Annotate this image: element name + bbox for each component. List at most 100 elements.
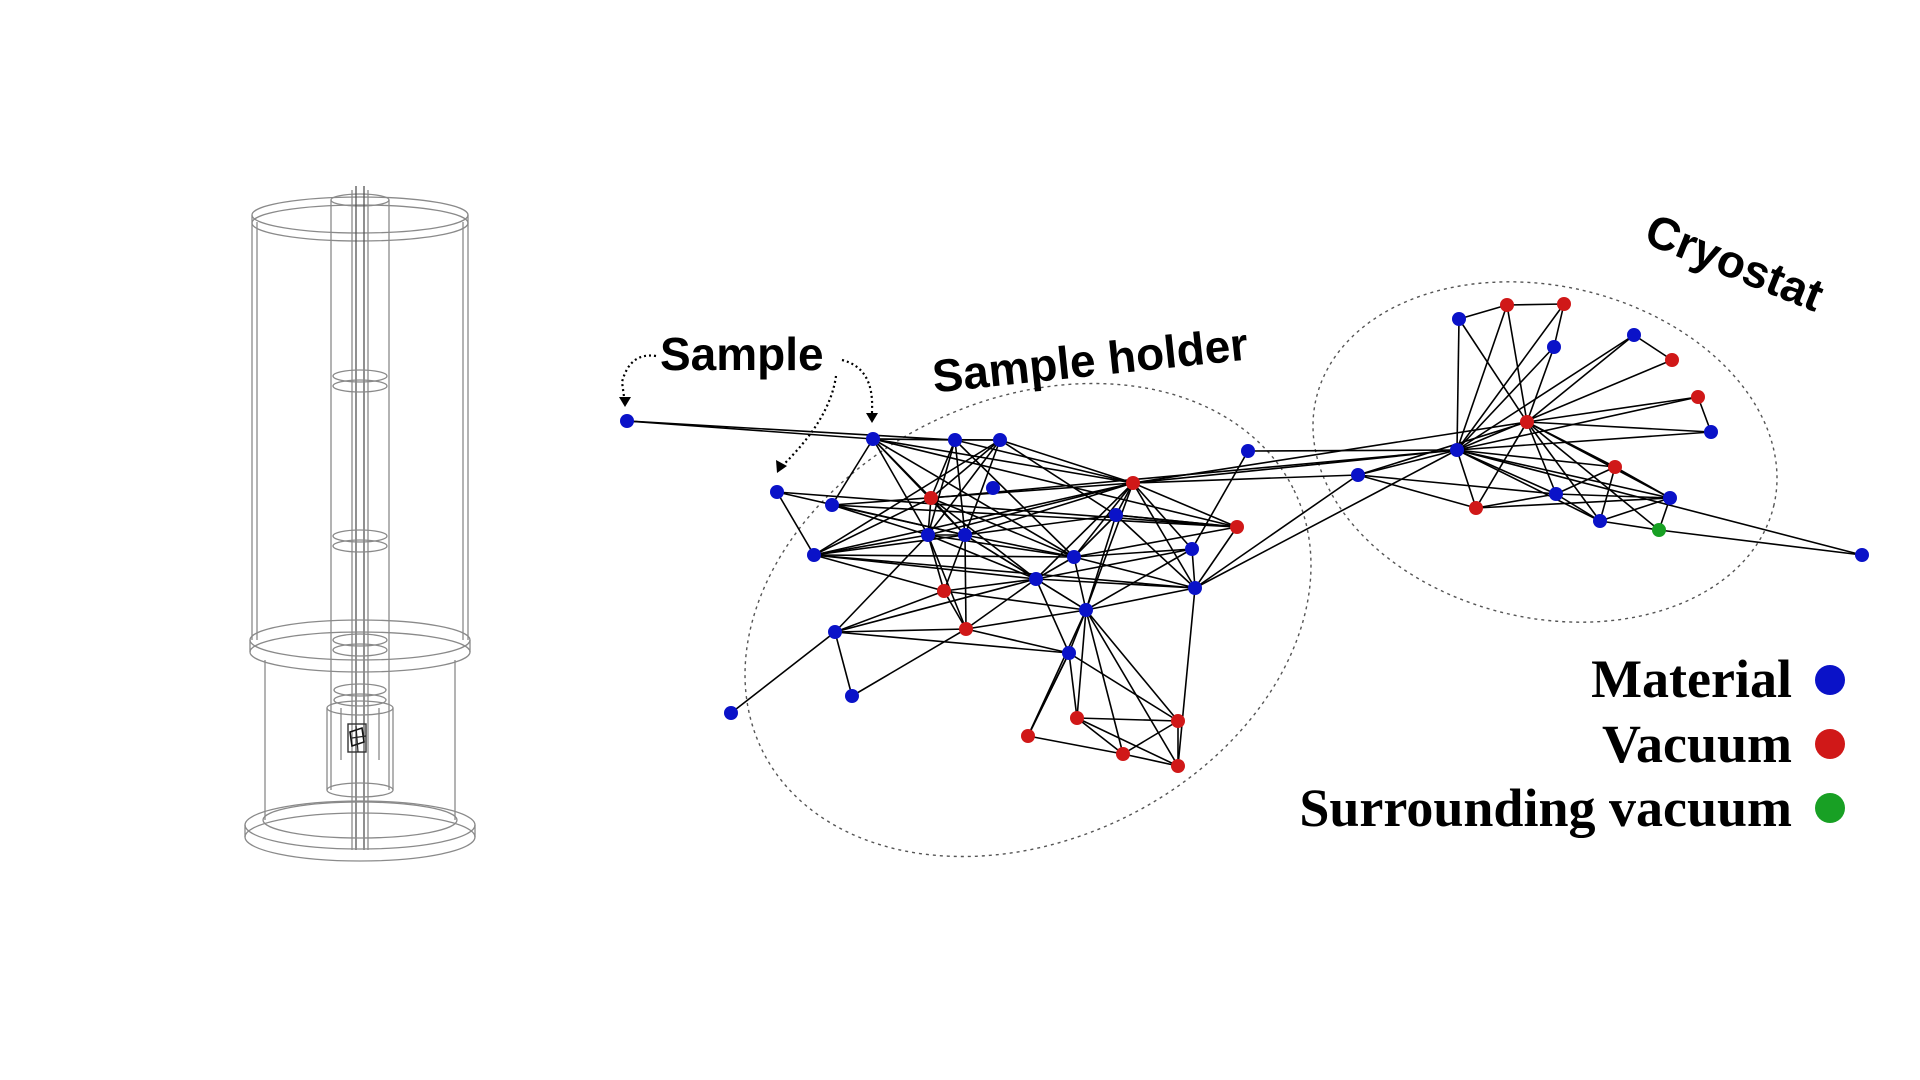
graph-edge	[1027, 652, 1070, 737]
graph-node-material	[845, 689, 859, 703]
graph-edge	[999, 439, 1117, 516]
sample-detail-icon	[347, 723, 367, 753]
graph-edge	[1035, 482, 1134, 580]
graph-edge	[626, 420, 874, 440]
graph-edge	[813, 554, 1196, 589]
graph-edge	[1526, 346, 1555, 423]
graph-edge	[1085, 609, 1124, 755]
graph-edge	[1073, 556, 1087, 611]
graph-edge	[831, 504, 929, 536]
graph-edge	[964, 482, 1134, 536]
graph-edge	[626, 420, 956, 441]
graph-edge	[943, 534, 966, 592]
graph-edge	[1132, 482, 1238, 528]
graph-edge	[1555, 466, 1616, 495]
graph-node-material	[948, 433, 962, 447]
graph-node-material	[1547, 340, 1561, 354]
graph-edge	[813, 554, 945, 592]
graph-edge	[1035, 548, 1193, 580]
graph-edge	[831, 504, 966, 536]
legend: Material Vacuum Surrounding vacuum	[1299, 649, 1845, 838]
graph-node-material	[1241, 444, 1255, 458]
graph-edge	[1073, 526, 1238, 558]
graph-node-material	[1627, 328, 1641, 342]
graph-edge	[1456, 449, 1671, 499]
legend-surrounding-vacuum-swatch	[1815, 793, 1845, 823]
graph-edge	[1073, 548, 1193, 558]
graph-edge	[1076, 717, 1179, 722]
graph-edge	[1526, 421, 1660, 531]
graph-node-vacuum	[1520, 415, 1534, 429]
graph-edge	[813, 534, 966, 556]
graph-edge	[1194, 526, 1238, 589]
graph-edge	[943, 578, 1037, 592]
graph-node-vacuum	[1021, 729, 1035, 743]
graph-node-material	[620, 414, 634, 428]
graph-edge	[1456, 346, 1555, 451]
graph-edge	[1614, 466, 1671, 499]
sample-holder-label: Sample holder	[930, 318, 1251, 403]
graph-edge	[1526, 396, 1699, 423]
graph-edge	[1122, 753, 1179, 767]
graph-edge	[1357, 474, 1477, 509]
graph-edge	[1076, 609, 1087, 719]
graph-edge	[1191, 450, 1249, 550]
graph-edge	[776, 491, 815, 556]
graph-node-material	[1452, 312, 1466, 326]
graph-edge	[1085, 482, 1134, 611]
graph-node-material	[866, 432, 880, 446]
graph-edge	[872, 438, 1075, 558]
graph-edge	[965, 578, 1037, 630]
graph-edge	[927, 439, 1001, 536]
graph-edge	[813, 482, 1134, 556]
graph-edge	[1194, 449, 1458, 589]
graph-edge	[813, 497, 932, 556]
graph-edge	[1458, 318, 1528, 423]
graph-node-material	[1704, 425, 1718, 439]
graph-node-material	[958, 528, 972, 542]
graph-node-material	[1549, 487, 1563, 501]
graph-edge	[813, 439, 1001, 556]
graph-edge	[1526, 421, 1712, 433]
graph-edge	[1526, 334, 1635, 423]
graph-edge	[1506, 304, 1528, 423]
graph-edge	[1073, 556, 1196, 589]
sample-label: Sample	[660, 328, 824, 380]
graph-edge	[776, 491, 1238, 528]
cryostat-region	[1312, 281, 1778, 623]
graph-edge	[1553, 303, 1565, 348]
cryostat-wireframe-illustration	[244, 186, 476, 862]
graph-edge	[1599, 466, 1616, 522]
graph-edge	[1555, 493, 1671, 499]
graph-edge	[1456, 396, 1699, 451]
graph-edge	[927, 534, 1075, 558]
graph-node-material	[1188, 581, 1202, 595]
graph-edge	[943, 590, 967, 630]
graph-node-material	[1593, 514, 1607, 528]
legend-vacuum-label: Vacuum	[1602, 714, 1792, 774]
graph-edge	[1456, 449, 1863, 556]
graph-edge	[930, 497, 966, 536]
graph-node-vacuum	[1557, 297, 1571, 311]
graph-edge	[1194, 474, 1359, 589]
graph-edge	[1555, 493, 1601, 522]
graph-node-material	[825, 498, 839, 512]
graph-edge	[1035, 578, 1087, 611]
graph-edge	[1456, 334, 1635, 451]
graph-node-vacuum	[1126, 476, 1140, 490]
graph-edge	[1456, 359, 1673, 451]
graph-edge	[1122, 720, 1179, 755]
graph-edge	[1526, 421, 1557, 495]
graph-node-vacuum	[1230, 520, 1244, 534]
graph-edge	[1132, 474, 1359, 484]
graph-edge	[872, 438, 1238, 528]
graph-edge	[1456, 431, 1712, 451]
graph-edge	[1073, 482, 1134, 558]
graph-edge	[1027, 735, 1124, 755]
graph-edge	[813, 554, 1075, 558]
graph-edge	[872, 438, 929, 536]
graph-node-material	[993, 433, 1007, 447]
graph-edge	[1068, 652, 1078, 719]
graph-edge	[1177, 587, 1196, 767]
graph-node-vacuum	[1469, 501, 1483, 515]
